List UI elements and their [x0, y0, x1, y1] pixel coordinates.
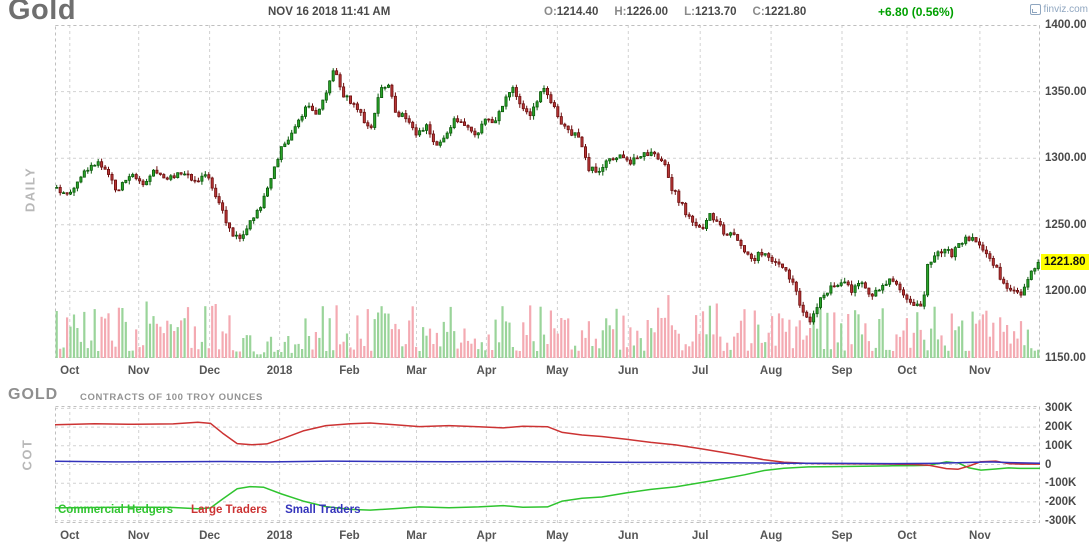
cot-legend: Commercial Hedgers Large Traders Small Tra…	[58, 504, 361, 516]
price-tick-1200: 1200.00	[1045, 285, 1087, 298]
cot-section-title: GOLD	[8, 386, 59, 403]
cot-month-11-sep: Sep	[831, 530, 853, 542]
high-value: H:1226.00	[614, 6, 669, 18]
price-tick-1250: 1250.00	[1045, 218, 1087, 231]
legend-item-commercial-hedgers: Commercial Hedgers	[58, 504, 174, 516]
quote-timestamp: NOV 16 2018 11:41 AM	[268, 6, 391, 18]
cot-section-subtitle: CONTRACTS OF 100 TROY OUNCES	[80, 392, 263, 403]
finviz-logo-icon	[1029, 4, 1041, 15]
price-change: +6.80 (0.56%)	[878, 5, 954, 19]
main-month-4-feb: Feb	[339, 365, 360, 377]
cot-month-7-may: May	[546, 530, 569, 542]
cot-month-0-oct: Oct	[60, 530, 80, 542]
cot-side-label: COT	[19, 438, 35, 471]
cot-tick--100: -100K	[1045, 477, 1077, 490]
cot-month-12-oct: Oct	[897, 530, 917, 542]
cot-month-2-dec: Dec	[199, 530, 221, 542]
open-value: O:1214.40	[544, 6, 599, 18]
cot-month-3-2018: 2018	[266, 530, 293, 542]
main-month-13-nov: Nov	[969, 365, 991, 377]
page-title: Gold	[8, 0, 77, 26]
cot-tick-200: 200K	[1045, 421, 1073, 434]
main-month-2-dec: Dec	[199, 365, 221, 377]
main-price-chart[interactable]	[55, 25, 1040, 358]
main-month-8-jun: Jun	[618, 365, 639, 377]
main-month-3-2018: 2018	[266, 365, 293, 377]
close-value: C:1221.80	[752, 6, 807, 18]
daily-interval-label: DAILY	[22, 166, 38, 213]
finviz-link[interactable]: finviz.com	[1029, 4, 1088, 15]
cot-plot	[55, 406, 1040, 523]
finviz-link-label: finviz.com	[1043, 4, 1088, 15]
main-month-0-oct: Oct	[60, 365, 80, 377]
cot-tick-300: 300K	[1045, 402, 1073, 415]
cot-month-13-nov: Nov	[969, 530, 991, 542]
candlestick-plot	[55, 25, 1040, 358]
cot-month-1-nov: Nov	[127, 530, 150, 542]
cot-month-5-mar: Mar	[406, 530, 427, 542]
main-month-7-may: May	[546, 365, 569, 377]
main-month-10-aug: Aug	[759, 365, 783, 377]
main-month-5-mar: Mar	[406, 365, 427, 377]
main-month-12-oct: Oct	[897, 365, 917, 377]
cot-tick--300: -300K	[1045, 514, 1077, 527]
cot-month-4-feb: Feb	[339, 530, 360, 542]
price-tick-1150: 1150.00	[1045, 352, 1086, 364]
main-month-11-sep: Sep	[831, 365, 853, 377]
ohlc-readout: O:1214.40 H:1226.00 L:1213.70 C:1221.80	[544, 6, 806, 18]
cot-month-10-aug: Aug	[759, 530, 783, 542]
cot-chart[interactable]	[55, 406, 1040, 523]
cot-month-6-apr: Apr	[476, 530, 497, 542]
low-value: L:1213.70	[684, 6, 737, 18]
legend-item-large-traders: Large Traders	[191, 504, 268, 516]
main-month-6-apr: Apr	[476, 365, 497, 377]
cot-month-9-jul: Jul	[691, 530, 709, 542]
price-tick-1300: 1300.00	[1045, 152, 1087, 165]
main-month-9-jul: Jul	[691, 365, 709, 377]
price-tick-1400: 1400.00	[1045, 19, 1087, 31]
cot-tick-0: 0	[1045, 458, 1052, 471]
cot-tick-100: 100K	[1045, 439, 1073, 452]
main-month-1-nov: Nov	[127, 365, 150, 377]
cot-month-8-jun: Jun	[618, 530, 639, 542]
cot-tick--200: -200K	[1045, 495, 1077, 508]
price-tick-1350: 1350.00	[1045, 85, 1087, 98]
last-price-tag: 1221.80	[1041, 254, 1089, 270]
legend-item-small-traders: Small Traders	[285, 504, 361, 516]
